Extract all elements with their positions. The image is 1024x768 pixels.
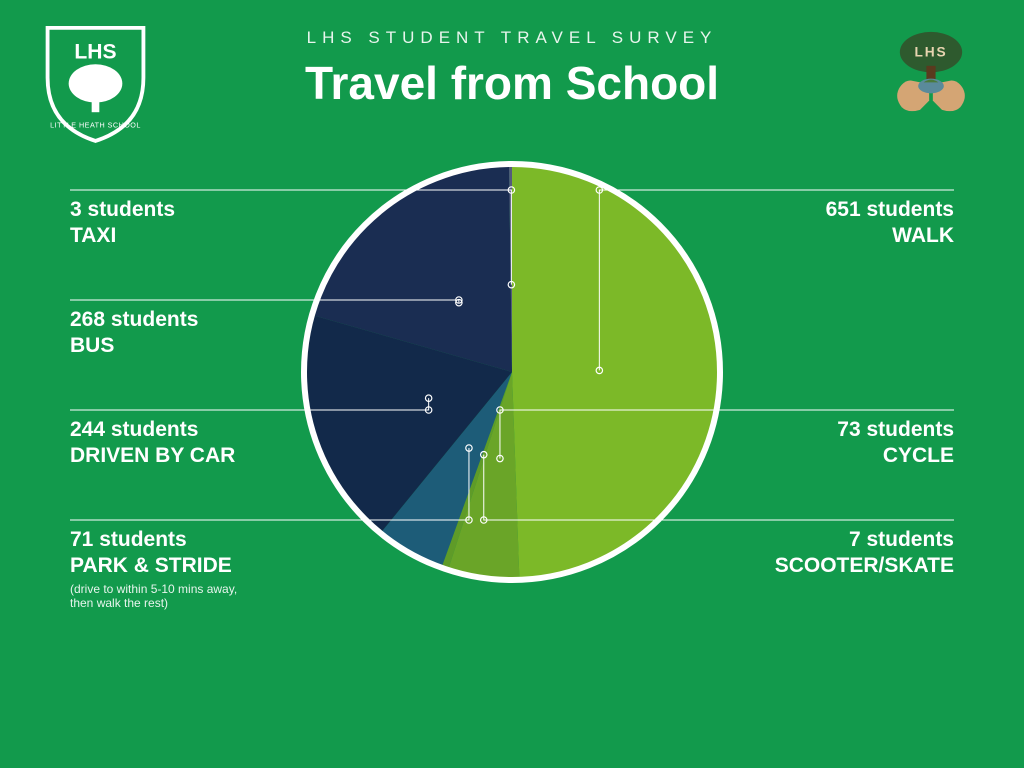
svg-text:LITTLE HEATH SCHOOL: LITTLE HEATH SCHOOL [50,122,141,130]
label-mode: DRIVEN BY CAR [70,444,290,468]
label-taxi: 3 studentsTAXI [70,198,290,248]
label-count: 3 students [70,198,290,222]
label-walk: 651 studentsWALK [734,198,954,248]
label-count: 71 students [70,528,290,552]
school-shield-logo: LHS LITTLE HEATH SCHOOL [38,20,153,135]
label-note: (drive to within 5-10 mins away, then wa… [70,582,290,610]
school-tree-logo: LHS [876,20,986,130]
label-count: 268 students [70,308,290,332]
page-title: Travel from School [0,56,1024,110]
label-mode: TAXI [70,224,290,248]
pie-chart-area: 651 studentsWALK 73 studentsCYCLE 7 studen… [0,140,1024,740]
pie-slice-walk [512,164,720,580]
label-count: 244 students [70,418,290,442]
label-count: 7 students [734,528,954,552]
label-bus: 268 studentsBUS [70,308,290,358]
svg-text:LHS: LHS [915,45,948,60]
label-mode: CYCLE [734,444,954,468]
label-mode: SCOOTER/SKATE [734,554,954,578]
label-count: 651 students [734,198,954,222]
label-mode: PARK & STRIDE [70,554,290,578]
label-mode: BUS [70,334,290,358]
label-cycle: 73 studentsCYCLE [734,418,954,468]
label-count: 73 students [734,418,954,442]
label-scooter-skate: 7 studentsSCOOTER/SKATE [734,528,954,578]
header: LHS STUDENT TRAVEL SURVEY Travel from Sc… [0,0,1024,110]
label-park-stride: 71 studentsPARK & STRIDE (drive to within… [70,528,290,610]
svg-text:LHS: LHS [74,41,116,64]
label-mode: WALK [734,224,954,248]
label-driven-by-car: 244 studentsDRIVEN BY CAR [70,418,290,468]
survey-subtitle: LHS STUDENT TRAVEL SURVEY [0,28,1024,48]
